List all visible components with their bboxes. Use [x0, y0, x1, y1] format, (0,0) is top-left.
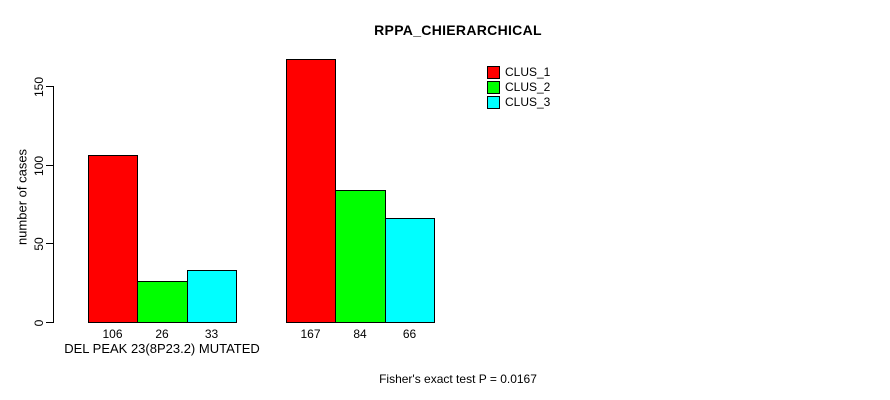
annotation-text: Fisher's exact test P = 0.0167	[379, 372, 537, 386]
y-tick-label: 100	[32, 155, 46, 176]
legend-label: CLUS_1	[505, 65, 551, 79]
y-tick-label: 50	[32, 236, 46, 251]
y-tick-mark	[46, 322, 53, 323]
bar-value-label: 84	[353, 327, 367, 341]
bar	[137, 281, 188, 323]
bar-value-label: 26	[155, 327, 169, 341]
bar-value-label: 33	[204, 327, 219, 341]
bar-value-label: 106	[102, 327, 123, 341]
bar	[385, 218, 435, 323]
bar	[286, 59, 336, 323]
bar-value-label: 66	[402, 327, 417, 341]
y-tick-label: 150	[32, 76, 46, 97]
y-tick-mark	[46, 243, 53, 244]
y-tick-mark	[46, 165, 53, 166]
legend-swatch	[487, 81, 500, 94]
bar	[187, 270, 237, 323]
bar	[88, 155, 138, 323]
legend-swatch	[487, 66, 500, 79]
y-tick-label: 0	[32, 319, 46, 326]
chart-title: RPPA_CHIERARCHICAL	[374, 22, 542, 38]
y-tick-mark	[46, 86, 53, 87]
legend-label: CLUS_3	[505, 95, 551, 109]
x-axis-group-label: DEL PEAK 23(8P23.2) MUTATED	[64, 341, 260, 356]
y-axis-line	[53, 86, 54, 323]
legend-swatch	[487, 96, 500, 109]
legend-label: CLUS_2	[505, 80, 551, 94]
y-axis-label: number of cases	[14, 148, 30, 246]
bar	[335, 190, 386, 323]
bar-value-label: 167	[300, 327, 321, 341]
